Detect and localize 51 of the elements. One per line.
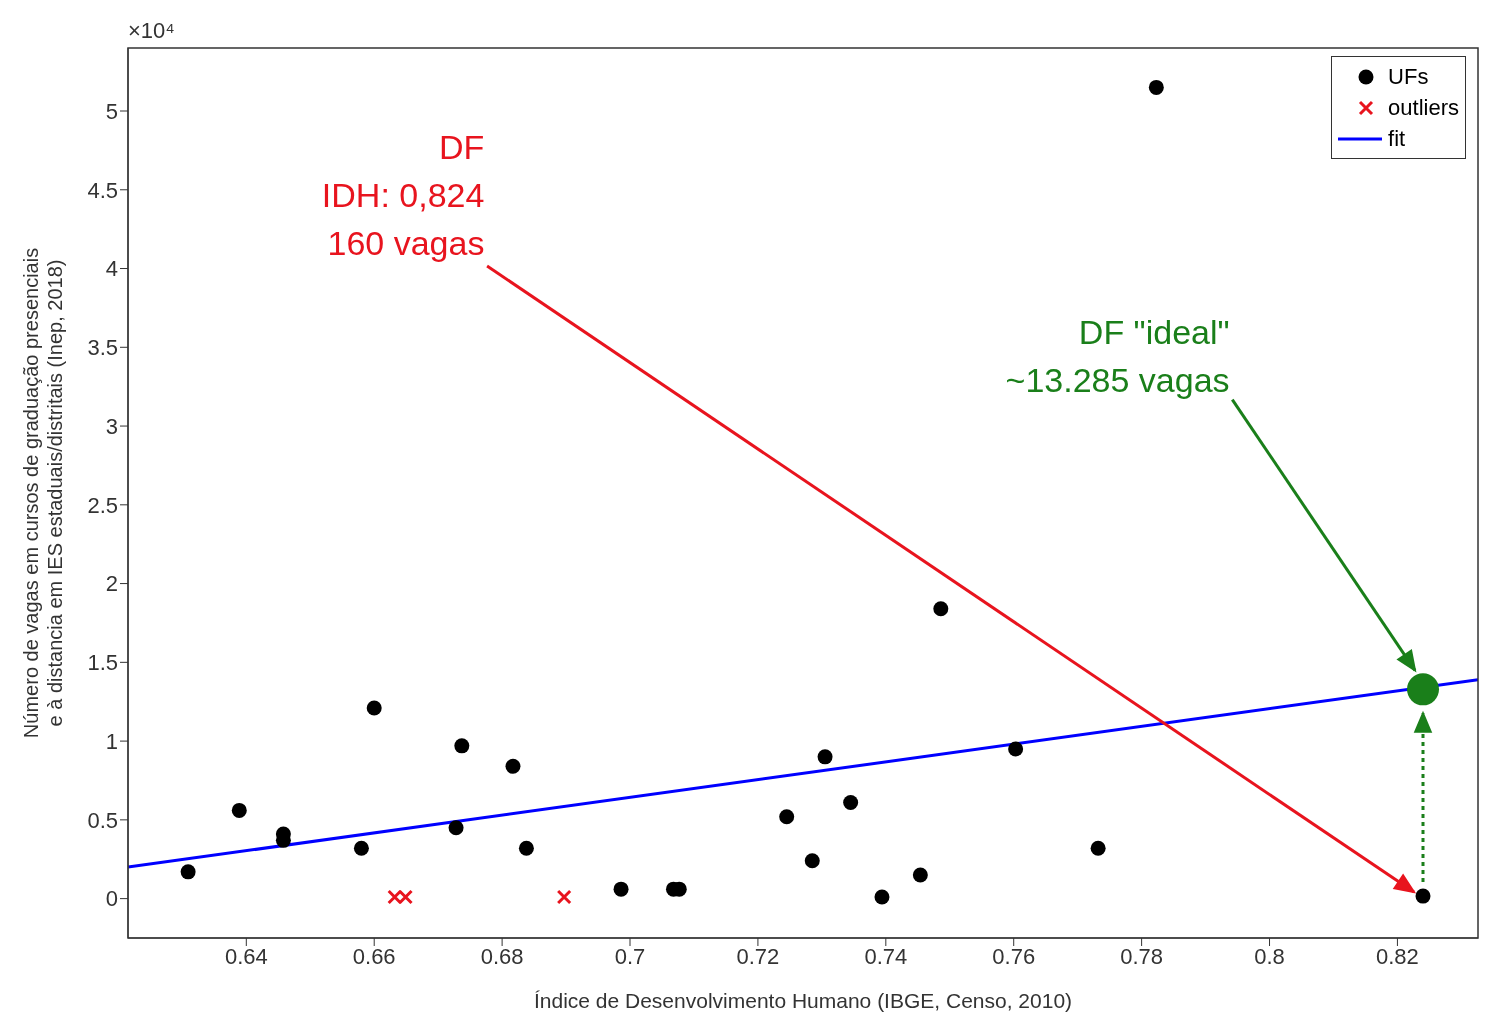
point [804, 853, 820, 869]
y-tick-label: 2 [105, 571, 118, 597]
legend-label: UFs [1388, 63, 1429, 91]
point [518, 840, 534, 856]
y-tick-label: 1 [105, 728, 118, 754]
point [353, 840, 369, 856]
point [933, 601, 949, 617]
y-tick-label: 1.5 [87, 650, 118, 676]
x-tick-label: 0.72 [736, 943, 780, 969]
point [874, 889, 890, 905]
point [1415, 888, 1431, 904]
x-tick-label: 0.7 [614, 943, 646, 969]
point [454, 738, 470, 754]
legend-label: fit [1388, 125, 1406, 153]
y-axis-title: Número de vagas em cursos de graduação presenciais e à distancia em IES estaduais/distritais (Inep, 2018) [20, 247, 66, 739]
point [843, 795, 859, 811]
point [505, 758, 521, 774]
y-tick-label: 3.5 [87, 335, 118, 361]
point [1008, 741, 1024, 757]
y-tick-label: 2.5 [87, 492, 118, 518]
point [1407, 673, 1439, 706]
y-tick-label: 4.5 [87, 177, 118, 203]
x-tick-label: 0.82 [1376, 943, 1419, 969]
legend-label: outliers [1388, 94, 1459, 122]
x-tick-label: 0.8 [1254, 943, 1285, 969]
annotation: DF "ideal" ~13.285 vagas [1005, 313, 1230, 400]
x-tick-label: 0.68 [480, 943, 524, 969]
point [448, 820, 464, 836]
point [912, 867, 928, 883]
y-tick-label: 3 [105, 413, 118, 439]
x-tick-label: 0.78 [1120, 943, 1164, 969]
point [817, 749, 833, 765]
point [613, 881, 629, 897]
x-tick-label: 0.74 [864, 943, 908, 969]
x-axis-title: Índice de Desenvolvimento Humano (IBGE, Censo, 2010) [533, 989, 1073, 1012]
y-tick-label: 5 [105, 98, 118, 124]
point [366, 700, 382, 716]
point [779, 809, 795, 825]
point [556, 889, 572, 905]
y-tick-label: 0 [105, 886, 118, 912]
point [231, 802, 247, 818]
y-tick-label: 0.5 [87, 807, 118, 833]
y-tick-label: 4 [105, 256, 118, 282]
x-tick-label: 0.66 [352, 943, 396, 969]
x-tick-label: 0.76 [992, 943, 1036, 969]
point [1148, 79, 1164, 95]
point [180, 864, 196, 880]
annotation: DF IDH: 0,824 160 vagas [321, 128, 485, 263]
point [1090, 840, 1106, 856]
x-tick-label: 0.64 [224, 943, 268, 969]
text: ×10⁴ [128, 18, 175, 43]
